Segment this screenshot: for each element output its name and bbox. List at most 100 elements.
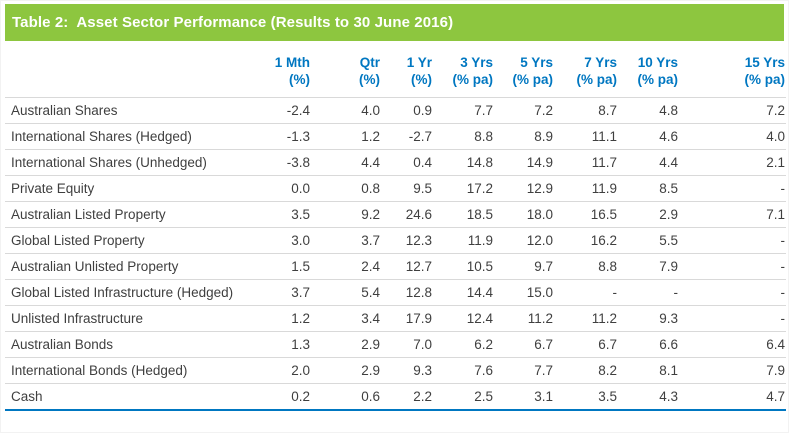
table-row: Cash 0.2 0.6 2.2 2.5 3.1 3.5 4.3 4.7 bbox=[5, 383, 786, 411]
value-cell: 11.2 bbox=[494, 305, 554, 332]
value-cell: 1.5 bbox=[249, 253, 311, 280]
table-row: Private Equity 0.0 0.8 9.5 17.2 12.9 11.9 8.5- bbox=[5, 175, 786, 202]
column-header-label: 10 Yrs bbox=[637, 55, 678, 70]
value-cell: -2.4 bbox=[249, 97, 311, 124]
value-cell: -2.7 bbox=[381, 123, 433, 150]
value-cell: 4.0 bbox=[311, 97, 381, 124]
column-header: 1 Mth (%) bbox=[249, 41, 311, 98]
value-cell: 4.8 bbox=[618, 97, 679, 124]
value-cell: 6.2 bbox=[433, 331, 494, 358]
value-cell: 8.9 bbox=[494, 123, 554, 150]
asset-sector-name: Australian Listed Property bbox=[5, 201, 249, 228]
value-cell: 2.9 bbox=[311, 357, 381, 384]
column-header-unit: (%) bbox=[289, 72, 310, 87]
value-cell: 15.0 bbox=[494, 279, 554, 306]
value-cell: 12.0 bbox=[494, 227, 554, 254]
table-row: Global Listed Infrastructure (Hedged) 3.7… bbox=[5, 279, 786, 306]
asset-sector-name: Cash bbox=[5, 383, 249, 411]
value-cell: 16.5 bbox=[554, 201, 618, 228]
value-cell: 6.7 bbox=[554, 331, 618, 358]
value-cell: - bbox=[618, 279, 679, 306]
value-cell: - bbox=[554, 279, 618, 306]
value-cell: 14.8 bbox=[433, 149, 494, 176]
value-cell: 0.8 bbox=[311, 175, 381, 202]
asset-sector-name: Unlisted Infrastructure bbox=[5, 305, 249, 332]
value-cell: 7.2 bbox=[679, 97, 786, 124]
table-row: International Shares (Hedged) -1.3 1.2 -2.7… bbox=[5, 123, 786, 150]
column-header-label: 3 Yrs bbox=[460, 55, 493, 70]
value-cell: 5.4 bbox=[311, 279, 381, 306]
table-row: Australian Bonds 1.3 2.9 7.0 6.2 6.7 6.7 6.6 6.4 bbox=[5, 331, 786, 358]
value-cell: 18.5 bbox=[433, 201, 494, 228]
value-cell: 2.0 bbox=[249, 357, 311, 384]
value-cell: 8.1 bbox=[618, 357, 679, 384]
table-row: Australian Unlisted Property 1.5 2.4 12.7 10… bbox=[5, 253, 786, 280]
asset-sector-name: Australian Shares bbox=[5, 97, 249, 124]
value-cell: 2.2 bbox=[381, 383, 433, 411]
table-row: International Shares (Unhedged) -3.8 4.4 0.… bbox=[5, 149, 786, 176]
column-header: 15 Yrs (% pa) bbox=[679, 41, 786, 98]
column-header-label: 7 Yrs bbox=[584, 55, 617, 70]
value-cell: 3.0 bbox=[249, 227, 311, 254]
value-cell: 7.7 bbox=[433, 97, 494, 124]
value-cell: 16.2 bbox=[554, 227, 618, 254]
table-title-bar: Table 2: Asset Sector Performance (Resul… bbox=[5, 4, 784, 41]
value-cell: 12.3 bbox=[381, 227, 433, 254]
value-cell: 12.7 bbox=[381, 253, 433, 280]
column-header-unit: (% pa) bbox=[637, 72, 679, 87]
column-header: 5 Yrs (% pa) bbox=[494, 41, 554, 98]
value-cell: 12.9 bbox=[494, 175, 554, 202]
value-cell: 4.6 bbox=[618, 123, 679, 150]
value-cell: 8.8 bbox=[433, 123, 494, 150]
asset-sector-name: Australian Unlisted Property bbox=[5, 253, 249, 280]
value-cell: 2.4 bbox=[311, 253, 381, 280]
asset-sector-name: International Bonds (Hedged) bbox=[5, 357, 249, 384]
value-cell: 1.3 bbox=[249, 331, 311, 358]
value-cell: 3.5 bbox=[249, 201, 311, 228]
value-cell: -3.8 bbox=[249, 149, 311, 176]
value-cell: 7.0 bbox=[381, 331, 433, 358]
asset-sector-name: International Shares (Unhedged) bbox=[5, 149, 249, 176]
value-cell: 6.6 bbox=[618, 331, 679, 358]
value-cell: - bbox=[679, 305, 786, 332]
value-cell: 6.4 bbox=[679, 331, 786, 358]
value-cell: 3.7 bbox=[311, 227, 381, 254]
column-header: 7 Yrs (% pa) bbox=[554, 41, 618, 98]
asset-sector-name: Australian Bonds bbox=[5, 331, 249, 358]
value-cell: 11.2 bbox=[554, 305, 618, 332]
value-cell: 2.5 bbox=[433, 383, 494, 411]
column-header-unit: (% pa) bbox=[744, 72, 786, 87]
value-cell: 3.7 bbox=[249, 279, 311, 306]
value-cell: 9.3 bbox=[618, 305, 679, 332]
value-cell: 1.2 bbox=[311, 123, 381, 150]
value-cell: 14.4 bbox=[433, 279, 494, 306]
column-header-unit: (%) bbox=[359, 72, 380, 87]
value-cell: 4.4 bbox=[618, 149, 679, 176]
table-row: Unlisted Infrastructure 1.2 3.4 17.9 12.4 11.… bbox=[5, 305, 786, 332]
table-row: Australian Listed Property 3.5 9.2 24.6 18.5… bbox=[5, 201, 786, 228]
value-cell: 11.1 bbox=[554, 123, 618, 150]
value-cell: 10.5 bbox=[433, 253, 494, 280]
column-header-label: 1 Mth bbox=[274, 55, 310, 70]
value-cell: 7.6 bbox=[433, 357, 494, 384]
asset-sector-name: International Shares (Hedged) bbox=[5, 123, 249, 150]
value-cell: 0.6 bbox=[311, 383, 381, 411]
value-cell: - bbox=[679, 227, 786, 254]
column-header-label: 5 Yrs bbox=[520, 55, 553, 70]
value-cell: 17.9 bbox=[381, 305, 433, 332]
value-cell: 17.2 bbox=[433, 175, 494, 202]
value-cell: 6.7 bbox=[494, 331, 554, 358]
value-cell: - bbox=[679, 279, 786, 306]
value-cell: 2.9 bbox=[311, 331, 381, 358]
column-header-label: 1 Yr bbox=[406, 55, 432, 70]
value-cell: 11.7 bbox=[554, 149, 618, 176]
value-cell: 18.0 bbox=[494, 201, 554, 228]
value-cell: 9.5 bbox=[381, 175, 433, 202]
value-cell: 9.7 bbox=[494, 253, 554, 280]
value-cell: - bbox=[679, 175, 786, 202]
value-cell: 8.2 bbox=[554, 357, 618, 384]
column-header-unit: (%) bbox=[411, 72, 432, 87]
value-cell: 7.9 bbox=[679, 357, 786, 384]
value-cell: 9.2 bbox=[311, 201, 381, 228]
value-cell: 4.7 bbox=[679, 383, 786, 411]
